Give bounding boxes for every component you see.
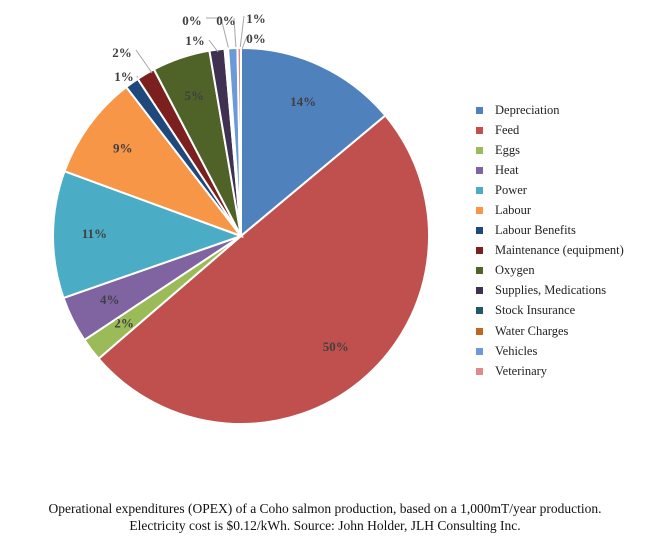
legend-label: Labour: [495, 203, 532, 218]
figure-caption: Operational expenditures (OPEX) of a Coh…: [0, 500, 650, 534]
legend-item-feed: Feed: [476, 120, 624, 140]
slice-label-stock-insurance: 0%: [182, 13, 202, 28]
slice-label-oxygen: 5%: [184, 88, 204, 103]
leader-line-maintenance-equipment: [135, 49, 153, 74]
legend-item-labour: Labour: [476, 200, 624, 220]
slice-power: [52, 169, 244, 300]
legend-item-labour-benefits: Labour Benefits: [476, 221, 624, 241]
legend-item-eggs: Eggs: [476, 140, 624, 160]
legend-swatch: [476, 126, 483, 134]
legend-label: Heat: [495, 162, 519, 177]
legend-swatch: [476, 347, 483, 355]
legend-item-depreciation: Depreciation: [476, 100, 624, 120]
legend-swatch: [476, 186, 483, 194]
slice-label-eggs: 2%: [114, 316, 134, 331]
legend-swatch: [476, 287, 483, 295]
legend-swatch: [476, 146, 483, 154]
legend-item-water-charges: Water Charges: [476, 321, 624, 341]
slice-label-water-charges: 0%: [216, 13, 236, 28]
slice-label-veterinary: 0%: [246, 31, 266, 46]
legend-label: Water Charges: [495, 323, 569, 338]
slice-labour: [63, 85, 244, 239]
legend-label: Eggs: [495, 142, 520, 157]
legend-label: Feed: [495, 122, 520, 137]
leader-line-stock-insurance: [206, 17, 230, 51]
leader-line-supplies-medications: [208, 39, 219, 53]
caption-line-2: Electricity cost is $0.12/kWh. Source: J…: [129, 518, 521, 533]
legend-item-veterinary: Veterinary: [476, 361, 624, 381]
legend-item-supplies-medications: Supplies, Medications: [476, 281, 624, 301]
legend-item-vehicles: Vehicles: [476, 341, 624, 361]
legend-item-stock-insurance: Stock Insurance: [476, 301, 624, 321]
slice-label-power: 11%: [82, 226, 107, 241]
legend-label: Power: [495, 182, 527, 197]
slice-label-depreciation: 14%: [290, 94, 316, 109]
legend-label: Vehicles: [495, 343, 538, 358]
slice-veterinary: [236, 46, 242, 237]
legend-label: Oxygen: [495, 263, 535, 278]
leader-line-water-charges: [233, 17, 237, 50]
legend-swatch: [476, 267, 483, 275]
legend: Depreciation Feed Eggs Heat Power Labour Labou…: [476, 100, 624, 381]
legend-swatch: [476, 247, 483, 255]
slice-label-feed: 50%: [323, 339, 349, 354]
caption-line-1: Operational expenditures (OPEX) of a Coh…: [48, 501, 602, 516]
legend-swatch: [476, 367, 483, 375]
leader-line-vehicles: [239, 15, 245, 50]
slice-depreciation: [240, 46, 387, 239]
slice-label-supplies-medications: 1%: [185, 33, 205, 48]
slice-label-maintenance-equipment: 2%: [112, 45, 132, 60]
legend-label: Veterinary: [495, 363, 548, 378]
leader-line-veterinary: [241, 35, 248, 50]
slice-label-heat: 4%: [100, 292, 120, 307]
legend-swatch: [476, 307, 483, 315]
legend-swatch: [476, 227, 483, 235]
legend-swatch: [476, 166, 483, 174]
legend-label: Depreciation: [495, 102, 560, 117]
slice-label-vehicles: 1%: [246, 11, 266, 26]
legend-swatch: [476, 207, 483, 215]
slice-label-labour-benefits: 1%: [114, 69, 134, 84]
legend-item-oxygen: Oxygen: [476, 261, 624, 281]
legend-item-heat: Heat: [476, 160, 624, 180]
legend-label: Maintenance (equipment): [495, 243, 624, 258]
legend-label: Stock Insurance: [495, 303, 576, 318]
legend-item-power: Power: [476, 180, 624, 200]
slice-label-labour: 9%: [113, 140, 133, 155]
pie-chart: 14% 50% 2% 4% 11% 9% 1% 2% 5% 1% 0% 0% 1% 0%: [52, 11, 430, 425]
legend-label: Labour Benefits: [495, 223, 576, 238]
legend-swatch: [476, 327, 483, 335]
legend-swatch: [476, 106, 483, 114]
legend-item-maintenance-equipment: Maintenance (equipment): [476, 241, 624, 261]
slice-feed: [97, 114, 430, 425]
legend-label: Supplies, Medications: [495, 283, 607, 298]
